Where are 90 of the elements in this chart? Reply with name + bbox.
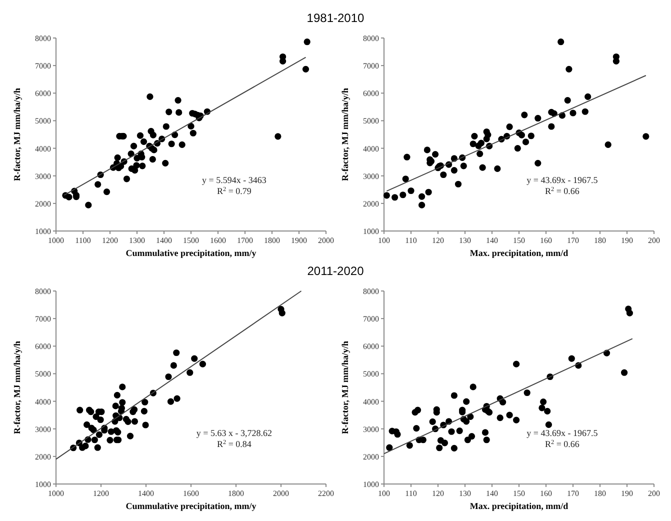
y-tick-label: 1000 [363, 227, 379, 236]
x-tick-label: 160 [540, 236, 552, 245]
annotation: y = 43.69x - 1967.5 [526, 175, 598, 185]
x-tick-label: 160 [540, 489, 552, 498]
y-tick-label: 5000 [35, 116, 51, 126]
y-tick-label: 7000 [35, 314, 51, 324]
chart-title: 1981-2010 [306, 11, 365, 25]
y-tick-label: 2000 [35, 452, 51, 462]
y-tick-label: 7000 [35, 62, 51, 71]
annotation: R$^{2}$ = 0.66 [544, 438, 580, 449]
y-tick-label: 3000 [35, 424, 51, 434]
x-tick-label: 1100 [75, 236, 91, 245]
y-tick-label: 8000 [35, 34, 51, 43]
x-tick-label: 1200 [102, 236, 118, 245]
y-tick-label: 4000 [363, 397, 379, 406]
y-tick-label: 6000 [363, 342, 379, 352]
y-tick-label: 4000 [363, 144, 379, 154]
y-tick-label: 4000 [35, 397, 51, 406]
annotation: y = 5.594x - 3463 [202, 175, 267, 185]
x-tick-label: 1400 [138, 489, 154, 498]
x-tick-label: 200 [648, 489, 660, 498]
x-tick-label: 130 [459, 489, 471, 498]
y-tick-label: 8000 [363, 287, 379, 296]
y-tick-label: 2000 [35, 199, 51, 208]
x-tick-label: 1700 [237, 236, 253, 245]
y-tick-label: 3000 [35, 172, 51, 181]
x-tick-label: 150 [513, 489, 525, 498]
x-tick-label: 120 [432, 236, 444, 245]
chart-title: 2011-2020 [307, 264, 364, 278]
y-tick-label: 5000 [363, 116, 379, 126]
x-tick-label: 200 [648, 236, 660, 245]
x-tick-label: 170 [567, 489, 579, 498]
x-axis-title: Cummulative precipitation, mm/y [126, 248, 257, 258]
annotation: R$^{2}$ = 0.66 [544, 186, 580, 196]
x-tick-label: 190 [621, 489, 633, 498]
y-tick-label: 1000 [35, 227, 51, 236]
x-axis-title: Max. precipitation, mm/d [470, 501, 568, 511]
x-tick-label: 1000 [48, 236, 64, 245]
y-tick-label: 3000 [363, 172, 379, 181]
x-tick-label: 2200 [318, 489, 334, 498]
annotation: R$^{2}$ = 0.79 [216, 186, 252, 196]
y-tick-label: 5000 [35, 370, 51, 379]
y-axis-title: R-factor, MJ mm/ha/y/h [340, 341, 350, 434]
y-tick-label: 8000 [363, 34, 379, 43]
x-tick-label: 110 [405, 236, 417, 245]
annotation: y = 5.63 x - 3,728.62 [196, 428, 272, 438]
x-tick-label: 180 [594, 236, 606, 245]
x-tick-label: 1000 [48, 489, 64, 498]
y-tick-label: 6000 [35, 342, 51, 352]
x-tick-label: 130 [459, 236, 471, 245]
x-tick-label: 1600 [183, 489, 199, 498]
x-tick-label: 1400 [156, 236, 172, 245]
x-tick-label: 2000 [273, 489, 289, 498]
x-tick-label: 1800 [228, 489, 244, 498]
y-tick-label: 3000 [363, 424, 379, 434]
y-axis-title: R-factor, MJ mm/ha/y/h [12, 341, 22, 434]
x-tick-label: 110 [405, 489, 417, 498]
x-tick-label: 100 [378, 236, 390, 245]
y-tick-label: 7000 [363, 314, 379, 324]
y-tick-label: 1000 [363, 480, 379, 489]
y-axis-title: R-factor, MJ mm/ha/y/h [340, 88, 350, 181]
y-tick-label: 7000 [363, 62, 379, 71]
y-tick-label: 6000 [363, 89, 379, 98]
y-tick-label: 1000 [35, 480, 51, 489]
x-tick-label: 1200 [93, 489, 109, 498]
x-tick-label: 180 [594, 489, 606, 498]
x-tick-label: 150 [513, 236, 525, 245]
annotation: R$^{2}$ = 0.84 [216, 438, 252, 449]
y-tick-label: 5000 [363, 370, 379, 379]
y-tick-label: 2000 [363, 199, 379, 208]
y-axis-title: R-factor, MJ mm/ha/y/h [12, 88, 22, 181]
x-tick-label: 170 [567, 236, 579, 245]
y-tick-label: 2000 [363, 452, 379, 462]
x-tick-label: 1900 [291, 236, 307, 245]
x-tick-label: 190 [621, 236, 633, 245]
x-tick-label: 1600 [210, 236, 226, 245]
x-tick-label: 1800 [264, 236, 280, 245]
y-tick-label: 6000 [35, 89, 51, 98]
x-tick-label: 120 [432, 489, 444, 498]
x-tick-label: 1500 [183, 236, 199, 245]
x-tick-label: 140 [486, 489, 498, 498]
x-tick-label: 100 [378, 489, 390, 498]
y-tick-label: 8000 [35, 287, 51, 296]
x-tick-label: 2000 [318, 236, 334, 245]
x-axis-title: Max. precipitation, mm/d [470, 248, 568, 258]
y-tick-label: 4000 [35, 144, 51, 154]
x-tick-label: 1300 [129, 236, 145, 245]
x-axis-title: Cummulative precipitation, mm/y [126, 501, 257, 511]
annotation: y = 43.69x - 1967.5 [526, 428, 598, 438]
x-tick-label: 140 [486, 236, 498, 245]
